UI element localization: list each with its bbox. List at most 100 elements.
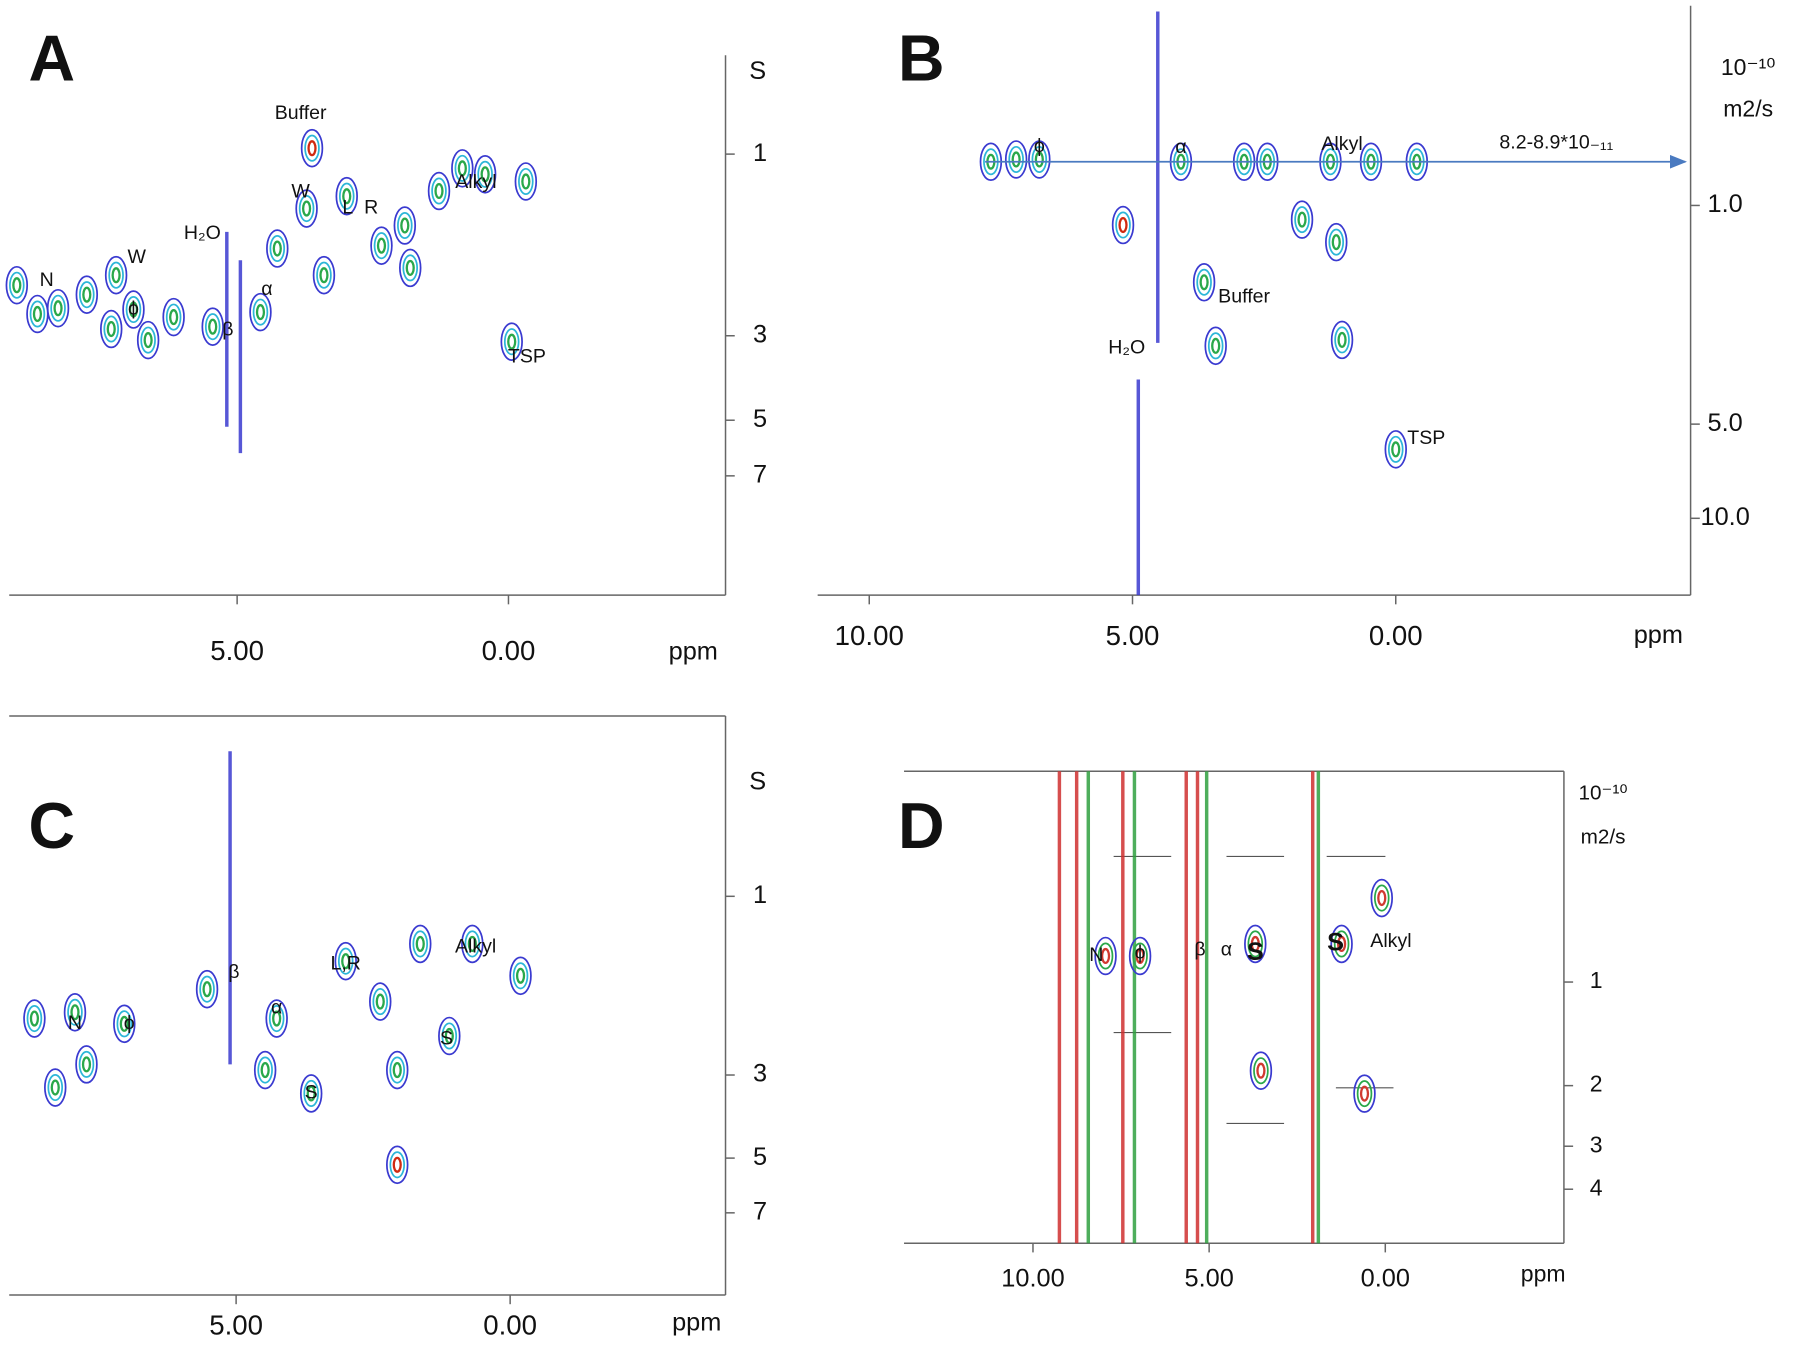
peak — [300, 128, 324, 168]
peak — [386, 1145, 409, 1185]
peak-core — [392, 1062, 402, 1079]
panel-label: C — [29, 790, 76, 862]
peak-core — [1135, 947, 1145, 965]
peak-core — [1211, 337, 1221, 354]
peak-contour — [389, 1056, 406, 1084]
peak-core — [1118, 216, 1128, 234]
peak-core — [1336, 935, 1347, 953]
annotation: 8.2-8.9*10₋₁₁ — [1499, 131, 1613, 153]
annotation: S — [440, 1028, 453, 1050]
x-tick-label: 5.00 — [209, 1310, 263, 1341]
peak — [393, 206, 417, 245]
peak — [369, 982, 392, 1021]
peak — [113, 1004, 136, 1044]
peak-core — [400, 217, 410, 234]
x-tick-label: 0.00 — [1361, 1265, 1410, 1293]
peak-core — [1256, 1062, 1266, 1079]
y-axis-label: S — [749, 767, 766, 795]
peak-core — [319, 267, 329, 284]
peak-contour — [108, 261, 124, 289]
peak — [249, 292, 272, 332]
peak-contour — [464, 930, 481, 958]
annotation: TSP — [1407, 427, 1445, 449]
y-tick-label: 7 — [753, 461, 767, 489]
peak-contour — [298, 195, 315, 223]
y-tick-label: 3 — [753, 320, 767, 348]
peak-contour — [454, 154, 471, 182]
peak-contour — [338, 182, 355, 210]
peak — [438, 1016, 461, 1056]
peak-contour — [503, 328, 520, 356]
annotation: N — [1089, 944, 1103, 966]
peak — [386, 1050, 409, 1090]
x-tick-label: 5.00 — [1184, 1265, 1233, 1293]
x-tick-label: 10.00 — [1001, 1265, 1064, 1293]
peak — [201, 307, 224, 346]
peak-core — [307, 140, 317, 157]
peak-contour — [1031, 145, 1048, 174]
peak — [1244, 924, 1267, 964]
annotation: α — [1221, 939, 1232, 961]
peak-core — [480, 166, 490, 183]
peak-contour — [1008, 145, 1024, 174]
y-axis-label: m2/s — [1723, 96, 1773, 122]
peak — [1384, 430, 1407, 469]
x-tick-label: 0.00 — [482, 635, 536, 666]
peak-core — [415, 935, 425, 952]
peak — [104, 255, 128, 295]
peak-core — [272, 240, 282, 257]
y-tick-label: 7 — [753, 1198, 767, 1226]
peak-core — [1359, 1085, 1370, 1102]
y-tick-label: 1.0 — [1708, 190, 1743, 218]
annotation: Buffer — [275, 102, 327, 124]
peak — [23, 999, 46, 1038]
x-axis-label: ppm — [1634, 621, 1683, 649]
peak-contour — [1294, 206, 1310, 234]
peak-core — [81, 1056, 92, 1073]
peak-contour — [1132, 942, 1148, 970]
peak-contour — [389, 1151, 406, 1179]
peak-core — [306, 1085, 316, 1102]
peak-core — [405, 259, 415, 276]
peak-core — [119, 1015, 129, 1032]
annotation: β — [222, 318, 233, 340]
peak — [295, 189, 318, 228]
annotation: β — [228, 961, 239, 983]
peak — [265, 999, 288, 1038]
peak-contour — [204, 313, 221, 341]
peak-core — [521, 173, 531, 190]
peak — [75, 1045, 98, 1084]
peak-core — [1377, 889, 1387, 907]
peak — [1192, 262, 1216, 302]
annotation: L — [342, 197, 353, 219]
peak-core — [111, 267, 121, 284]
peak-contour — [47, 1074, 64, 1102]
annotation: Alkyl — [1370, 930, 1411, 952]
y-tick-label: 10.0 — [1700, 503, 1749, 531]
peak — [370, 226, 393, 265]
peak-core — [53, 300, 63, 317]
annotation: H₂O — [184, 222, 221, 244]
peak — [100, 309, 123, 349]
y-tick-label: 1 — [753, 139, 767, 167]
x-axis-label: ppm — [669, 637, 718, 665]
panel-label: A — [29, 22, 76, 94]
peak — [266, 229, 289, 268]
annotation: ϕ — [1034, 135, 1045, 157]
x-axis-label: ppm — [672, 1308, 721, 1336]
peak — [5, 265, 29, 305]
peak — [335, 176, 358, 216]
annotation: Alkyl — [455, 171, 496, 193]
peak-contour — [103, 315, 120, 343]
peak-contour — [268, 1005, 285, 1033]
annotation: S — [1247, 938, 1264, 966]
peak-core — [457, 160, 467, 177]
x-tick-label: 5.00 — [1106, 620, 1160, 651]
peak-core — [1331, 234, 1341, 251]
peak-core — [301, 200, 312, 217]
peak-contour — [316, 261, 332, 289]
peak — [399, 248, 422, 288]
peak-contour — [199, 975, 215, 1003]
peak-contour — [1115, 211, 1131, 239]
